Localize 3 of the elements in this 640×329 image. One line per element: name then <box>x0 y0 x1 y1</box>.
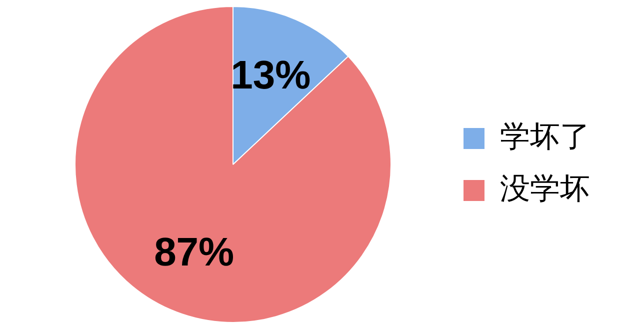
data-label: 87% <box>154 230 234 274</box>
legend-label: 没学坏 <box>500 171 590 206</box>
legend-label: 学坏了 <box>500 119 590 154</box>
